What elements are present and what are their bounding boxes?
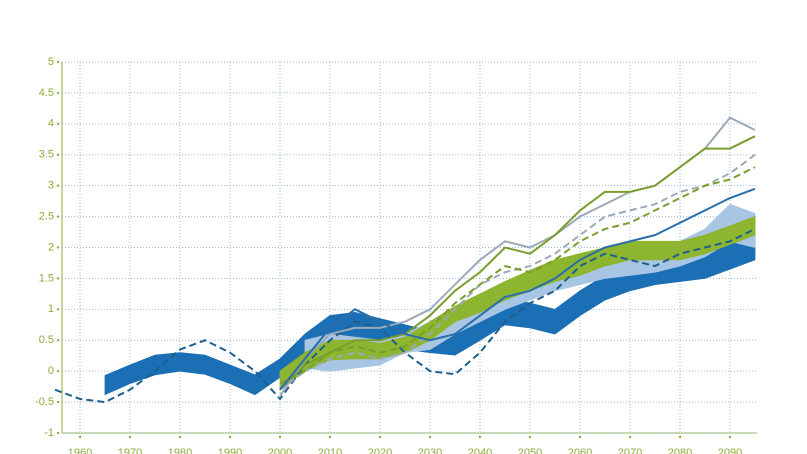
line	[279, 135, 756, 391]
y-tick	[56, 369, 60, 373]
x-tick-label: 2030	[418, 447, 442, 454]
x-tick	[178, 435, 182, 439]
y-tick	[56, 184, 60, 187]
line	[279, 187, 756, 391]
x-tick	[278, 435, 282, 439]
y-tick	[56, 215, 60, 218]
line	[54, 228, 756, 404]
x-tick-label: 2080	[668, 447, 692, 454]
y-tick-label: 2	[48, 241, 54, 253]
x-tick	[728, 435, 732, 439]
x-tick-label: 2090	[718, 447, 742, 454]
x-tick	[478, 435, 482, 439]
x-tick	[528, 435, 532, 439]
y-tick-label: 1	[48, 303, 54, 315]
y-tick-label: 4.5	[39, 87, 54, 99]
x-tick	[78, 435, 82, 439]
x-tick-label: 2040	[468, 447, 492, 454]
y-tick-label: 3.5	[39, 149, 54, 161]
y-tick-label: -1	[44, 427, 54, 439]
x-tick	[128, 435, 132, 439]
x-tick	[378, 435, 382, 439]
y-tick-label: 0.5	[39, 334, 54, 346]
y-tick-label: 5	[48, 56, 54, 68]
x-tick-label: 1980	[168, 447, 192, 454]
line	[279, 166, 756, 385]
y-tick	[56, 246, 60, 249]
y-tick	[56, 122, 60, 126]
y-tick-label: 2.5	[39, 210, 54, 222]
x-tick-label: 2020	[368, 447, 392, 454]
x-tick-label: 2010	[318, 447, 342, 454]
y-tick	[56, 91, 60, 95]
y-tick-label: 0	[48, 365, 54, 377]
y-tick	[56, 277, 60, 280]
x-tick	[578, 435, 582, 439]
x-tick-label: 1960	[68, 447, 92, 454]
x-tick	[678, 435, 682, 439]
y-tick	[56, 308, 60, 311]
y-tick	[56, 339, 60, 342]
y-tick	[56, 153, 60, 156]
y-tick-label: 3	[48, 180, 54, 192]
x-tick	[228, 435, 232, 439]
y-tick-label: -0.5	[35, 396, 54, 408]
y-tick	[56, 400, 60, 404]
y-tick-label: 4	[48, 118, 54, 130]
y-tick	[56, 60, 60, 64]
x-tick-label: 2070	[618, 447, 642, 454]
y-tick-label: 1.5	[39, 272, 54, 284]
x-tick-label: 1990	[218, 447, 242, 454]
x-tick	[428, 435, 432, 439]
x-tick	[628, 435, 632, 439]
x-tick-label: 2050	[518, 447, 542, 454]
x-tick-label: 1970	[118, 447, 142, 454]
x-tick	[328, 435, 332, 439]
y-tick	[56, 431, 60, 435]
x-tick-label: 2000	[268, 447, 292, 454]
x-tick-label: 2060	[568, 447, 592, 454]
